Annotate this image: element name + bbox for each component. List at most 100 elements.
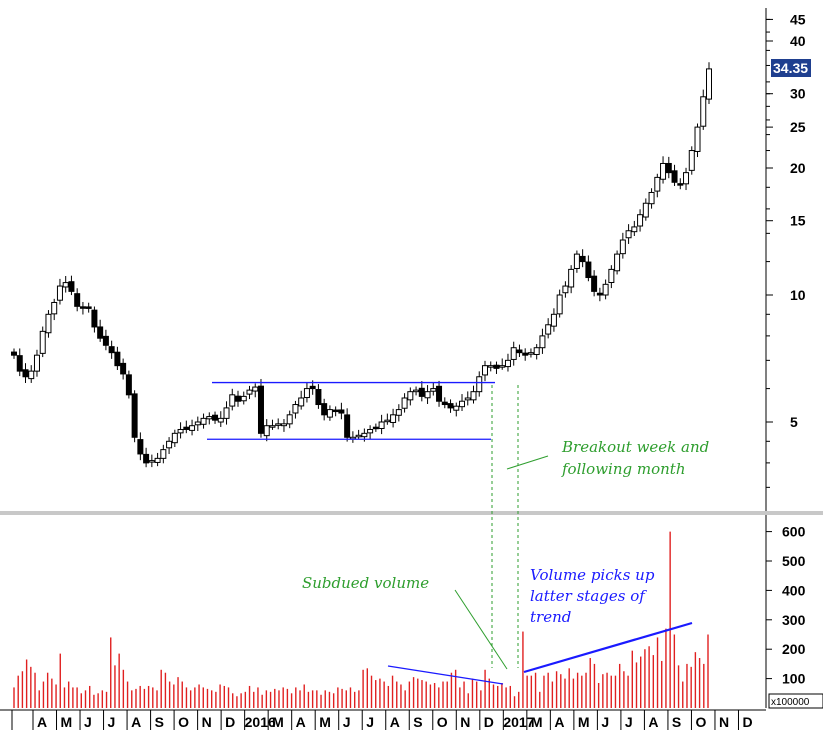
candle-body [200, 417, 207, 425]
month-label: S [672, 714, 681, 730]
candle [602, 279, 609, 300]
candle-body [45, 313, 52, 334]
candle-body [252, 386, 259, 392]
candle-body [476, 376, 483, 393]
candle [33, 349, 40, 377]
candle-body [453, 405, 460, 411]
candle [280, 419, 287, 432]
candle [252, 383, 259, 398]
candle-body [332, 409, 339, 413]
candle-body [637, 214, 644, 227]
candle-body [539, 335, 546, 349]
candle [79, 301, 86, 315]
candle [120, 358, 127, 380]
candle-body [700, 96, 707, 127]
candle [441, 397, 448, 409]
candle-body [102, 335, 109, 346]
candle [240, 391, 247, 405]
candle [550, 308, 557, 332]
candle [257, 378, 264, 438]
candle-body [390, 414, 397, 423]
candle-body [212, 414, 219, 421]
candle [332, 406, 339, 417]
candle-body [143, 453, 150, 464]
candle [97, 319, 104, 342]
candle [315, 384, 322, 409]
candle [527, 348, 534, 358]
candle-body [51, 301, 58, 315]
candle-body [229, 394, 236, 407]
candle [355, 429, 362, 440]
candle [591, 270, 598, 297]
volume-tick-label: 500 [782, 553, 806, 569]
candle [470, 385, 477, 404]
candle-body [487, 365, 494, 368]
candle-body [642, 202, 649, 218]
candle [522, 348, 529, 361]
candle [275, 418, 282, 430]
candle-body [464, 397, 471, 401]
candle-body [189, 425, 196, 431]
candle-body [602, 283, 609, 296]
candle [171, 429, 178, 448]
candle-body [688, 150, 695, 171]
candle [625, 224, 632, 244]
candle-body [367, 428, 374, 434]
price-tick-label: 25 [790, 119, 806, 135]
candle [378, 414, 385, 435]
candle [212, 411, 219, 424]
candle-body [33, 354, 40, 372]
candle [143, 447, 150, 468]
candle [665, 156, 672, 179]
subdued-volume-annotation: Subdued volume [302, 574, 429, 592]
candle [246, 385, 253, 400]
candle [642, 198, 649, 221]
volume-panel [13, 531, 709, 708]
candle [217, 411, 224, 427]
last-price-tag [771, 59, 811, 77]
month-label: J [84, 714, 92, 730]
candle [68, 275, 75, 296]
volume-trend-lines [387, 621, 693, 685]
candle [166, 437, 173, 455]
candle [608, 265, 615, 289]
candle [447, 399, 454, 413]
candle-body [148, 460, 155, 463]
candle-body [120, 362, 127, 375]
month-label: J [366, 714, 374, 730]
candle-body [596, 292, 603, 296]
candle [700, 89, 707, 130]
candle [384, 413, 391, 425]
candle [125, 370, 132, 399]
candle [539, 328, 546, 354]
candle-body [625, 230, 632, 239]
candle-body [591, 275, 598, 292]
candle [562, 281, 569, 298]
candle-body [510, 347, 517, 360]
candle-body [263, 425, 270, 437]
panel-divider [0, 511, 823, 515]
month-label: J [108, 714, 116, 730]
last-price-label: 34.35 [773, 60, 808, 76]
candle-body [326, 409, 333, 418]
candle [516, 344, 523, 357]
candle-body [177, 428, 184, 434]
month-label: M [272, 714, 284, 730]
candle [464, 391, 471, 406]
candle-body [683, 172, 690, 185]
candle-body [223, 407, 230, 419]
candle [108, 340, 115, 359]
candle [200, 413, 207, 429]
breakout-annotation: Breakout week and following month [561, 438, 714, 478]
candle-body [28, 370, 35, 380]
candle-body [660, 162, 667, 180]
candle-body [338, 409, 345, 414]
candle [573, 250, 580, 273]
price-axis: 45 40 30 25 20 15 10 5 [765, 8, 806, 511]
candle [206, 412, 213, 425]
candle-body [533, 347, 540, 356]
candle-body [68, 281, 75, 292]
candle [619, 232, 626, 259]
candle-body [11, 351, 17, 356]
